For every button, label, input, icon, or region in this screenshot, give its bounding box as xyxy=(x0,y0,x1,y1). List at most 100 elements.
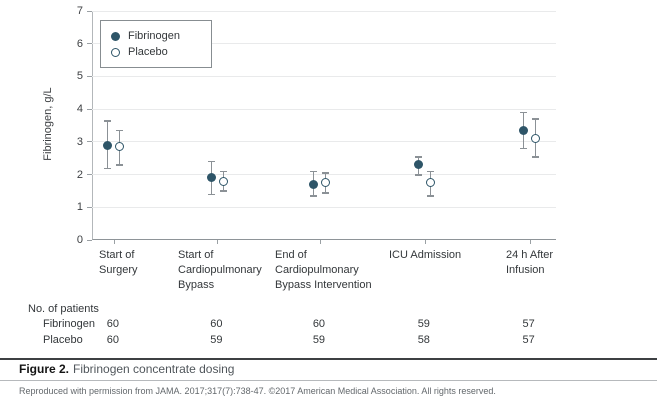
x-axis-tick xyxy=(217,240,219,244)
y-tick-label: 7 xyxy=(76,5,83,17)
y-tick-label: 3 xyxy=(76,135,83,148)
data-point-fibrinogen xyxy=(414,160,424,170)
y-tick-label: 6 xyxy=(76,37,83,50)
table-cell: 58 xyxy=(417,334,430,346)
figure-caption: Figure 2. Fibrinogen concentrate dosing xyxy=(19,362,234,376)
error-bar-cap-top xyxy=(310,170,318,173)
data-point-placebo xyxy=(321,178,331,188)
y-axis-title: Fibrinogen, g/L xyxy=(42,87,54,161)
gridline xyxy=(92,10,556,12)
error-bar-cap-bottom xyxy=(116,164,124,166)
y-tick-label: 0 xyxy=(76,234,83,246)
x-axis-label: End of Cardiopulmonary Bypass Intervention xyxy=(275,248,372,293)
x-axis-tick xyxy=(113,240,115,244)
x-axis-label-line: 24 h After xyxy=(506,249,554,261)
y-axis-tick xyxy=(87,239,92,241)
error-bar-cap-bottom xyxy=(219,190,227,192)
data-point-fibrinogen xyxy=(309,179,319,189)
data-point-placebo xyxy=(426,178,436,188)
y-tick-label: 4 xyxy=(76,103,83,116)
error-bar-cap-bottom xyxy=(520,147,528,150)
table-cell: 60 xyxy=(210,318,223,330)
data-point-placebo xyxy=(531,134,541,144)
caption-bottom-rule xyxy=(0,380,657,381)
caption-text: Fibrinogen concentrate dosing xyxy=(73,362,235,376)
error-bar-cap-top xyxy=(219,170,227,173)
error-bar-cap-top xyxy=(116,129,124,132)
table-cell: 60 xyxy=(312,318,326,330)
y-axis-tick xyxy=(87,174,92,176)
gridline xyxy=(92,206,556,208)
data-point-fibrinogen xyxy=(519,125,529,135)
x-axis-label-line: Cardiopulmonary xyxy=(275,264,359,276)
x-axis-label: 24 h After Infusion xyxy=(506,248,553,278)
y-axis-tick xyxy=(87,43,92,45)
table-cell: 60 xyxy=(106,334,120,346)
y-axis-tick xyxy=(87,141,92,143)
y-tick-label: 2 xyxy=(76,168,83,181)
gridline xyxy=(92,108,556,110)
credit-line: Reproduced with permission from JAMA. 20… xyxy=(19,386,496,396)
x-axis-label-line: ICU Admission xyxy=(389,249,462,261)
table-cell: 57 xyxy=(522,334,535,346)
error-bar-cap-top xyxy=(207,160,215,163)
error-bar-cap-top xyxy=(104,120,112,122)
x-axis-tick xyxy=(424,240,426,244)
x-axis-label-line: Surgery xyxy=(99,264,138,276)
legend-item-fibrinogen: Fibrinogen xyxy=(111,28,201,44)
caption-label: Figure 2. xyxy=(19,362,70,376)
data-point-placebo xyxy=(115,142,125,152)
x-axis-label-line: Cardiopulmonary xyxy=(178,264,262,276)
table-row-label-placebo: Placebo xyxy=(43,334,83,346)
data-point-fibrinogen xyxy=(103,140,113,150)
open-circle-icon xyxy=(111,47,120,57)
table-cell: 59 xyxy=(417,318,430,330)
caption-top-rule xyxy=(0,358,657,360)
legend: Fibrinogen Placebo xyxy=(100,20,212,68)
legend-label-placebo: Placebo xyxy=(128,46,168,58)
x-axis-tick xyxy=(529,240,531,244)
table-row-label-fibrinogen: Fibrinogen xyxy=(43,318,95,330)
x-axis-label: Start of Surgery xyxy=(99,248,138,278)
gridline xyxy=(92,75,556,77)
data-point-placebo xyxy=(218,176,228,186)
plot-area xyxy=(92,11,556,240)
legend-label-fibrinogen: Fibrinogen xyxy=(128,30,180,42)
error-bar-cap-bottom xyxy=(415,174,423,176)
table-cell: 60 xyxy=(106,318,120,330)
error-bar-cap-bottom xyxy=(427,195,435,197)
table-cell: 59 xyxy=(210,334,223,346)
legend-item-placebo: Placebo xyxy=(111,44,201,60)
error-bar-cap-top xyxy=(415,156,423,158)
table-cell: 57 xyxy=(522,318,535,330)
x-axis-tick xyxy=(319,240,321,244)
x-axis-label-line: Infusion xyxy=(506,264,545,276)
y-axis-tick xyxy=(87,206,92,208)
y-axis-tick xyxy=(87,75,92,77)
y-tick-label: 1 xyxy=(76,201,83,214)
error-bar-cap-top xyxy=(427,170,435,173)
y-axis-tick xyxy=(87,10,92,12)
gridline xyxy=(92,43,556,45)
error-bar-cap-bottom xyxy=(322,192,330,194)
filled-circle-icon xyxy=(111,31,120,41)
table-cell: 59 xyxy=(312,334,326,346)
error-bar-cap-top xyxy=(520,111,528,114)
x-axis-label: Start of Cardiopulmonary Bypass xyxy=(178,248,262,293)
error-bar-cap-bottom xyxy=(310,195,318,197)
x-axis-label-line: Bypass Intervention xyxy=(275,279,372,291)
error-bar-cap-top xyxy=(532,118,540,120)
x-axis-label-line: Start of xyxy=(178,249,214,261)
gridline xyxy=(92,174,556,176)
error-bar-cap-bottom xyxy=(532,156,540,158)
error-bar-cap-bottom xyxy=(104,167,112,170)
patients-table-header: No. of patients xyxy=(28,303,99,315)
x-axis-label-line: Bypass xyxy=(178,279,215,291)
x-axis-label-line: End of xyxy=(275,249,307,261)
error-bar-cap-bottom xyxy=(207,193,215,196)
gridline xyxy=(92,141,556,143)
x-axis-label-line: Start of xyxy=(99,249,135,261)
data-point-fibrinogen xyxy=(206,173,216,183)
error-bar-cap-top xyxy=(322,172,330,174)
